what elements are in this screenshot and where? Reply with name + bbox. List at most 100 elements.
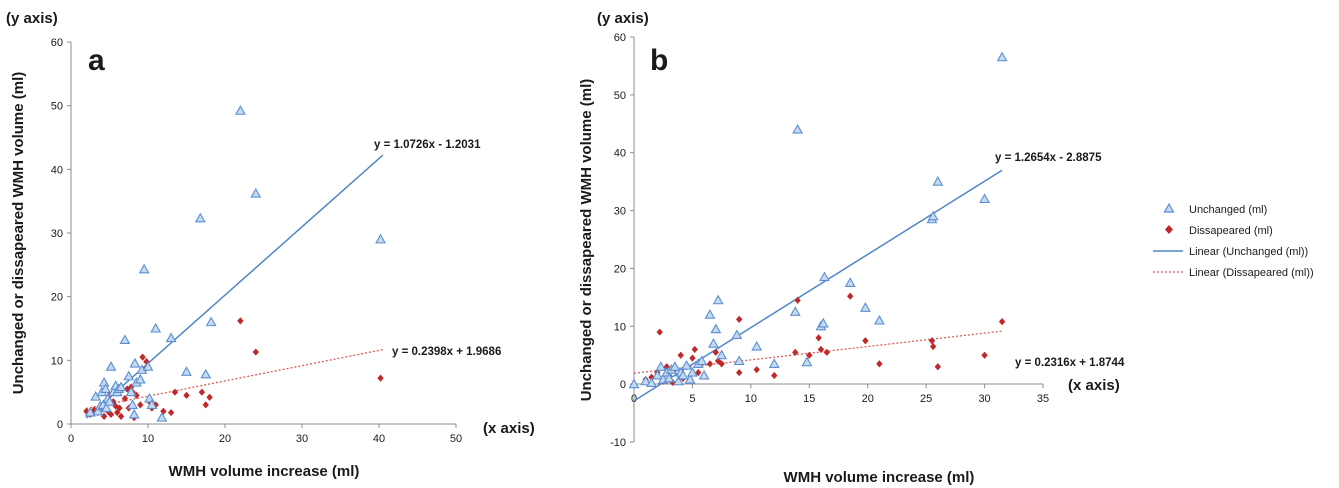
point-disappeared — [706, 360, 714, 368]
y-tick-label: 30 — [51, 228, 63, 240]
point-unchanged — [165, 332, 177, 343]
point-disappeared — [735, 368, 743, 377]
point-disappeared — [695, 368, 702, 377]
point-disappeared — [934, 363, 942, 371]
point-unchanged — [100, 402, 112, 413]
point-disappeared — [691, 345, 698, 354]
legend: Unchanged (ml) Dissapeared (ml) Linear (… — [1153, 202, 1314, 279]
point-unchanged — [92, 405, 104, 416]
point-unchanged — [859, 302, 871, 312]
point-unchanged — [651, 369, 663, 380]
point-unchanged — [128, 408, 140, 419]
point-disappeared — [121, 394, 129, 403]
point-unchanged — [710, 323, 722, 334]
y-axis-title-a: Unchanged or dissapeared WMH volume (ml) — [10, 72, 27, 395]
point-unchanged — [123, 370, 135, 381]
point-disappeared — [171, 388, 179, 396]
point-disappeared — [252, 348, 259, 356]
x-axis-title-b: WMH volume increase (ml) — [784, 469, 975, 486]
y-tick-label: 10 — [51, 355, 63, 367]
x-ticks-a: 0 10 20 30 40 50 — [68, 424, 462, 445]
point-disappeared — [815, 334, 822, 342]
point-disappeared — [981, 351, 988, 359]
legend-label-linear-unchanged: Linear (Unchanged (ml)) — [1189, 246, 1308, 258]
legend-label-linear-disappeared: Linear (Dissapeared (ml)) — [1189, 267, 1314, 279]
point-unchanged — [979, 193, 991, 204]
equation-unchanged-b: y = 1.2654x - 2.8875 — [995, 152, 1102, 164]
point-unchanged — [138, 263, 150, 274]
point-disappeared — [117, 412, 125, 420]
point-disappeared — [237, 317, 244, 325]
point-disappeared — [167, 408, 175, 417]
y-tick-label: 60 — [51, 37, 63, 49]
point-disappeared — [771, 371, 778, 380]
y-ticks-b: -10 0 10 20 30 40 50 60 — [610, 32, 634, 449]
trendline-unchanged — [633, 169, 1003, 402]
y-axis-tag-a: (y axis) — [6, 10, 58, 27]
point-disappeared — [846, 292, 854, 300]
point-unchanged — [104, 396, 115, 406]
legend-label-unchanged: Unchanged (ml) — [1189, 204, 1267, 216]
y-tick-label: 10 — [614, 321, 626, 333]
point-disappeared — [152, 401, 159, 409]
y-tick-label: 20 — [614, 263, 626, 275]
point-unchanged — [768, 358, 780, 368]
point-disappeared — [806, 351, 813, 359]
point-unchanged — [751, 340, 763, 351]
point-unchanged — [672, 375, 684, 386]
point-disappeared — [862, 337, 869, 345]
point-disappeared — [718, 360, 725, 368]
point-unchanged — [146, 399, 158, 409]
point-unchanged — [156, 412, 168, 422]
point-unchanged — [686, 366, 698, 377]
point-unchanged — [234, 105, 246, 115]
x-tick-label: 20 — [862, 393, 874, 405]
x-tick-label: 10 — [745, 393, 757, 405]
point-unchanged — [105, 361, 117, 371]
point-disappeared — [794, 296, 801, 304]
point-unchanged — [205, 316, 217, 327]
x-tick-label: 30 — [978, 393, 990, 405]
point-disappeared — [114, 408, 121, 417]
y-tick-label: 20 — [51, 292, 63, 304]
point-unchanged — [873, 314, 885, 325]
point-disappeared — [753, 366, 760, 374]
legend-label-disappeared: Dissapeared (ml) — [1189, 225, 1273, 237]
point-disappeared — [998, 318, 1006, 326]
point-unchanged — [129, 357, 141, 368]
chart-panel-a: (y axis) Unchanged or dissapeared WMH vo… — [6, 10, 535, 480]
point-unchanged — [119, 334, 131, 345]
point-disappeared — [116, 404, 123, 412]
point-disappeared — [137, 401, 144, 409]
point-unchanged — [698, 369, 710, 380]
x-axis-tag-b: (x axis) — [1068, 377, 1120, 394]
panel-letter-a: a — [88, 44, 105, 77]
y-tick-label: 50 — [614, 90, 626, 102]
point-disappeared — [206, 393, 213, 401]
point-unchanged — [142, 361, 154, 371]
point-unchanged — [789, 306, 801, 316]
point-unchanged — [684, 373, 696, 384]
point-disappeared — [689, 354, 696, 362]
point-unchanged — [669, 361, 681, 371]
point-unchanged — [194, 212, 206, 223]
x-axis-title-a: WMH volume increase (ml) — [169, 463, 360, 480]
point-unchanged — [150, 322, 162, 333]
x-tick-label: 5 — [689, 393, 695, 405]
y-tick-label: 0 — [57, 419, 63, 431]
point-unchanged — [127, 399, 139, 409]
legend-item-disappeared: Dissapeared (ml) — [1165, 225, 1273, 237]
point-unchanged — [98, 376, 110, 387]
y-axis-tag-b: (y axis) — [597, 10, 649, 27]
x-tick-label: 40 — [373, 433, 385, 445]
legend-item-linear-disappeared: Linear (Dissapeared (ml)) — [1153, 267, 1314, 279]
trendline-unchanged — [85, 154, 384, 419]
y-tick-label: 40 — [51, 164, 63, 176]
point-unchanged — [375, 233, 386, 244]
point-unchanged — [708, 338, 719, 348]
point-unchanged — [731, 329, 743, 340]
point-disappeared — [139, 353, 146, 361]
panel-letter-b: b — [650, 44, 668, 77]
point-disappeared — [876, 360, 883, 368]
